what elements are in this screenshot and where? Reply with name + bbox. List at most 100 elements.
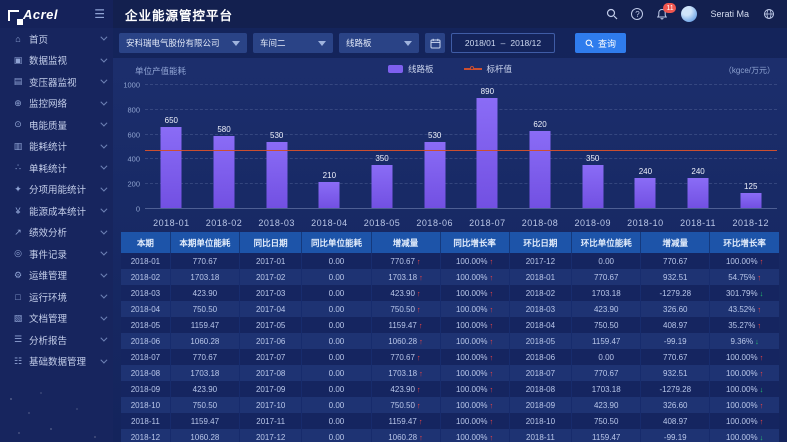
arrow-up-icon: ↑: [759, 368, 764, 378]
sidebar-item-label: 运维管理: [29, 271, 68, 283]
table-cell: 1060.28: [170, 333, 240, 349]
chart-unit-label: （kgce/万元）: [723, 66, 775, 75]
network-icon: ⊕: [14, 97, 22, 108]
table-cell: 423.90 ↑: [371, 381, 441, 397]
table-cell: 54.75% ↑: [709, 269, 779, 285]
workshop-select[interactable]: 车间二: [253, 33, 333, 53]
date-range-input[interactable]: 2018/01 – 2018/12: [451, 33, 555, 53]
x-axis-tick: 2018-04: [311, 218, 348, 228]
table-cell: 1159.47: [170, 413, 240, 429]
x-axis-tick: 2018-07: [469, 218, 506, 228]
sidebar-item-network[interactable]: ⊕ 监控网络: [0, 93, 113, 115]
table-cell: 1159.47 ↑: [371, 317, 441, 333]
sidebar-item-energy-stats[interactable]: ▥ 能耗统计: [0, 136, 113, 158]
help-icon[interactable]: ?: [631, 8, 644, 20]
arrow-down-icon: ↓: [759, 288, 764, 298]
line-select[interactable]: 线路板: [339, 33, 419, 53]
chevron-down-icon: [100, 141, 108, 149]
query-button-label: 查询: [598, 38, 617, 49]
sidebar-item-events[interactable]: ◎ 事件记录: [0, 243, 113, 265]
trend-arrow-icon: ↗: [14, 226, 22, 237]
bar-value-label: 240: [638, 167, 653, 177]
legend-item-line[interactable]: 标杆值: [463, 63, 512, 75]
sidebar-item-energy-cost[interactable]: ¥ 能源成本统计: [0, 200, 113, 222]
sidebar-item-unit-consumption[interactable]: ∴ 单耗统计: [0, 157, 113, 179]
logo-text: Acrel: [23, 6, 59, 22]
column-header: 增减量: [371, 232, 441, 253]
chevron-down-icon: [404, 40, 412, 46]
bar-value-label: 530: [269, 131, 284, 141]
hamburger-menu-icon[interactable]: ☰: [94, 7, 105, 21]
bar-value-label: 240: [691, 167, 705, 177]
chart-title: 单位产值能耗: [135, 66, 187, 76]
sidebar-item-label: 能源成本统计: [29, 206, 87, 218]
sidebar-item-power-quality[interactable]: ⊙ 电能质量: [0, 114, 113, 136]
sidebar-item-data-monitor[interactable]: ▣ 数据监视: [0, 50, 113, 72]
notification-bell[interactable]: 11: [656, 3, 677, 20]
column-header: 本期: [121, 232, 171, 253]
column-header: 增减量: [640, 232, 711, 253]
table-cell: 408.97: [640, 317, 711, 333]
table-cell: 2018-04: [509, 317, 573, 333]
table-cell: 1159.47: [170, 317, 240, 333]
table-cell: 2017-04: [239, 301, 303, 317]
sidebar-item-subitem-energy[interactable]: ✦ 分项用能统计: [0, 179, 113, 201]
table-cell: 2017-11: [239, 413, 303, 429]
table-cell: 2018-07: [121, 349, 171, 365]
sidebar-item-om-management[interactable]: ⚙ 运维管理: [0, 265, 113, 287]
avatar[interactable]: [681, 6, 698, 22]
gauge-icon: ⊙: [14, 119, 22, 130]
sidebar-item-home[interactable]: ⌂ 首页: [0, 28, 113, 50]
bar-2018-12: 125: [740, 182, 762, 208]
sidebar-item-docs[interactable]: ▧ 文档管理: [0, 308, 113, 330]
table-cell: 2018-05: [509, 333, 573, 349]
calendar-icon[interactable]: [425, 33, 445, 53]
x-axis-tick: 2018-01: [153, 218, 190, 228]
acrel-logo-icon: [8, 9, 23, 25]
bar-value-label: 350: [586, 153, 600, 163]
bar-2018-05: 350: [371, 154, 393, 208]
arrow-up-icon: ↑: [489, 256, 494, 266]
bar-group-2018-03: 530: [250, 84, 303, 208]
table-cell: 2018-08: [121, 365, 171, 381]
table-cell: 932.51: [640, 365, 711, 381]
sidebar-item-label: 基础数据管理: [29, 357, 87, 369]
transformer-icon: ▤: [13, 76, 23, 87]
share-nodes-icon: ∴: [15, 162, 21, 173]
table-cell: 408.97: [640, 413, 711, 429]
legend-item-bar[interactable]: 线路板: [387, 63, 434, 75]
chevron-down-icon: [100, 248, 108, 256]
y-axis-tick: 0: [135, 204, 140, 214]
table-cell: 2018-03: [509, 301, 573, 317]
table-row: 2018-09 423.90 2017-09 0.00 423.90 ↑ 100.00% ↑ 2…: [121, 381, 779, 397]
sidebar: ⌂ 首页 ▣ 数据监视 ▤ 变压器监视 ⊕ 监控网络 ⊙ 电能质量 ▥ 能耗统计 ∴ 单耗统计 ✦ 分项用能统…: [0, 28, 113, 442]
sidebar-item-transformer[interactable]: ▤ 变压器监视: [0, 71, 113, 93]
table-cell: 770.67: [170, 349, 240, 365]
sidebar-item-label: 数据监视: [29, 56, 68, 68]
y-axis-tick: 1000: [123, 80, 140, 90]
chevron-down-icon: [100, 55, 108, 63]
globe-icon[interactable]: [762, 8, 775, 21]
table-cell: 2018-08: [509, 381, 573, 397]
table-cell: 750.50: [571, 317, 642, 333]
user-name[interactable]: Serati Ma: [710, 9, 749, 19]
chevron-down-icon: [100, 98, 108, 106]
search-icon[interactable]: [605, 8, 618, 21]
notification-badge: 11: [663, 3, 677, 13]
sidebar-item-environment[interactable]: □ 运行环境: [0, 286, 113, 308]
page-title: 企业能源管控平台: [125, 8, 234, 23]
arrow-up-icon: ↑: [759, 416, 764, 426]
table-cell: 0.00: [301, 285, 372, 301]
sidebar-item-label: 变压器监视: [29, 77, 77, 89]
sidebar-item-base-data[interactable]: ☷ 基础数据管理: [0, 351, 113, 373]
table-cell: 2018-11: [121, 413, 171, 429]
query-button[interactable]: 查询: [575, 33, 627, 53]
sidebar-item-performance[interactable]: ↗ 绩效分析: [0, 222, 113, 244]
bar-2018-01: 650: [160, 116, 182, 208]
column-header: 同比日期: [239, 232, 303, 253]
gear-icon: ⚙: [13, 269, 23, 280]
table-cell: 750.50 ↑: [371, 301, 441, 317]
table-cell: 100.00% ↑: [440, 413, 510, 429]
sidebar-item-reports[interactable]: ☰ 分析报告: [0, 329, 113, 351]
company-select[interactable]: 安科瑞电气股份有限公司: [119, 33, 247, 53]
